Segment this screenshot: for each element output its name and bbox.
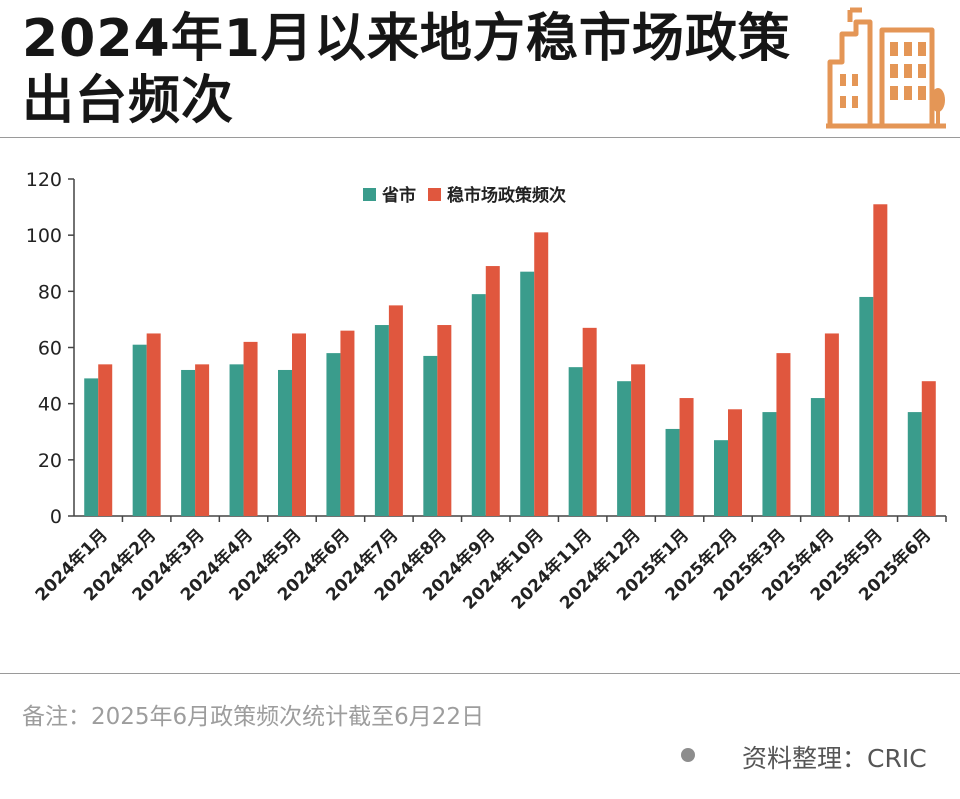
bar-province <box>471 294 486 516</box>
bar-policy <box>824 333 839 516</box>
bullet-icon <box>681 748 695 762</box>
source-credit: 资料整理：CRIC <box>742 744 927 773</box>
bar-policy <box>292 333 306 516</box>
bar-province <box>520 271 535 516</box>
footnote: 备注：2025年6月政策频次统计截至6月22日 <box>22 704 485 730</box>
bar-province <box>714 440 728 516</box>
bar-province <box>907 412 922 516</box>
bar-policy <box>776 353 791 516</box>
building-icon <box>826 7 946 129</box>
y-tick-label: 120 <box>26 169 62 191</box>
bar-province <box>132 344 147 516</box>
bar-province <box>859 296 874 516</box>
y-tick-label: 20 <box>38 450 62 472</box>
bar-province <box>810 398 825 516</box>
bar-policy <box>146 333 161 516</box>
y-tick-label: 100 <box>26 225 62 247</box>
footer-divider <box>0 673 960 674</box>
bar-chart: 0204060801001202024年1月2024年2月2024年3月2024… <box>26 169 947 614</box>
bar-province <box>665 428 680 516</box>
bar-policy <box>340 330 355 516</box>
bar-policy <box>873 204 888 516</box>
y-tick-label: 0 <box>50 506 62 528</box>
bar-policy <box>534 232 549 516</box>
bar-policy <box>679 398 694 516</box>
bar-province <box>181 369 196 516</box>
bar-province <box>229 364 244 516</box>
bar-province <box>568 367 583 516</box>
bar-province <box>423 355 438 516</box>
bar-policy <box>243 341 258 516</box>
bar-province <box>326 353 341 516</box>
bar-province <box>374 325 389 516</box>
legend-swatch <box>428 188 441 201</box>
y-tick-label: 60 <box>38 338 62 360</box>
legend-label: 稳市场政策频次 <box>447 185 566 206</box>
y-tick-label: 40 <box>38 394 62 416</box>
bar-policy <box>582 327 597 516</box>
bar-policy <box>195 364 210 516</box>
title-divider <box>0 137 960 138</box>
bar-policy <box>485 266 500 516</box>
legend-swatch <box>363 188 376 201</box>
chart-title: 2024年1月以来地方稳市场政策出台频次 <box>22 9 791 131</box>
legend-label: 省市 <box>381 185 416 206</box>
bar-policy <box>98 364 113 516</box>
bar-policy <box>631 364 646 516</box>
bar-province <box>762 412 777 516</box>
bar-policy <box>728 409 742 516</box>
bar-province <box>617 381 632 516</box>
bar-policy <box>921 381 936 516</box>
y-tick-label: 80 <box>38 281 62 303</box>
bar-province <box>84 378 99 516</box>
bar-policy <box>388 305 403 516</box>
bar-province <box>278 369 292 516</box>
bar-policy <box>437 325 452 516</box>
